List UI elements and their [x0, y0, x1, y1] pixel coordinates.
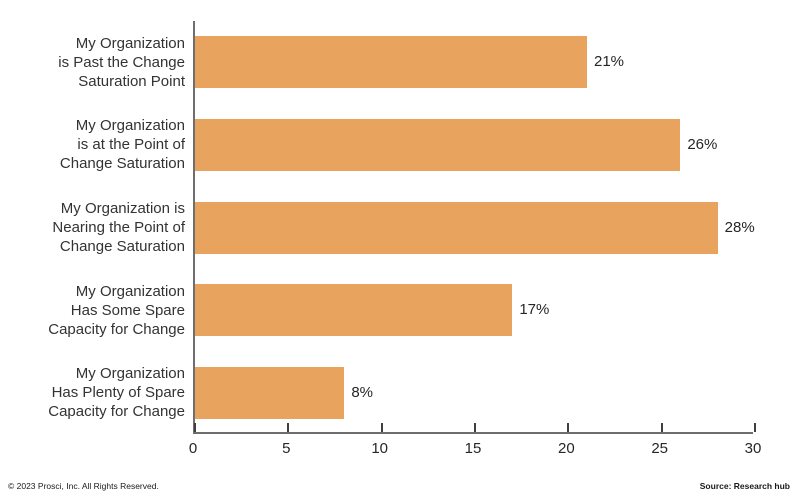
category-label: My Organization is Nearing the Point of … — [52, 199, 185, 255]
bar-value-label: 17% — [519, 301, 550, 319]
bar-value-label: 21% — [594, 53, 625, 71]
bar-value-label: 8% — [351, 383, 374, 401]
copyright-text: © 2023 Prosci, Inc. All Rights Reserved. — [8, 481, 159, 491]
bar — [195, 366, 345, 419]
bar-value-label: 26% — [687, 135, 718, 153]
bar-value-label: 28% — [724, 218, 755, 236]
x-tick-label: 15 — [464, 440, 482, 457]
x-tick-label: 30 — [744, 440, 762, 457]
category-label: My Organization Has Plenty of Spare Capa… — [48, 365, 185, 421]
category-label: My Organization Has Some Spare Capacity … — [48, 282, 185, 338]
x-tick — [660, 423, 663, 432]
plot-area: 21% 26% 28% 17% 8% — [193, 21, 756, 434]
x-tick — [380, 423, 383, 432]
x-tick — [754, 423, 756, 432]
x-tick — [567, 423, 570, 432]
bar — [195, 201, 718, 254]
x-tick-label: 0 — [188, 440, 198, 457]
x-tick-label: 5 — [282, 440, 291, 457]
x-tick-label: 25 — [651, 440, 668, 457]
x-tick — [287, 423, 290, 432]
x-tick — [474, 423, 476, 432]
x-tick — [194, 423, 196, 432]
category-label: My Organization is at the Point of Chang… — [59, 117, 185, 173]
bar — [195, 36, 587, 89]
source-text: Source: Research hub — [699, 481, 790, 491]
bar — [195, 284, 513, 337]
x-tick-label: 10 — [371, 440, 388, 457]
x-tick-label: 20 — [557, 440, 575, 457]
category-label: My Organization is Past the Change Satur… — [58, 34, 185, 90]
bar — [195, 118, 681, 171]
